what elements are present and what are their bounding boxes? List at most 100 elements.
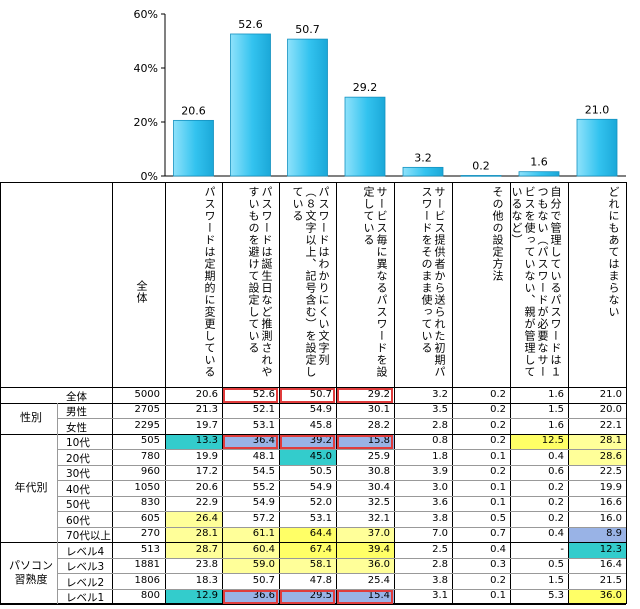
- y-tick-label: 40%: [134, 62, 158, 75]
- group-border: [57, 433, 58, 542]
- table-cell: 61.1: [252, 528, 275, 539]
- bar-value-label: 52.6: [238, 18, 263, 31]
- table-cell: 0.2: [490, 574, 506, 586]
- cell-highlight: [166, 527, 222, 542]
- table-cell: 20.6: [195, 481, 218, 493]
- column-border: [336, 182, 337, 604]
- table-cell: 50.5: [309, 466, 332, 477]
- cell-highlight: [223, 527, 279, 542]
- table-cell: 1.6: [548, 388, 564, 400]
- table-cell: 19.9: [195, 450, 218, 462]
- table-cell: 0.2: [490, 419, 506, 431]
- group-label: 年代別: [14, 480, 48, 494]
- row-label: 女性: [66, 421, 87, 434]
- cell-highlight: [223, 558, 279, 573]
- table-cell: 30.1: [367, 404, 390, 415]
- table-cell: 3.9: [432, 466, 448, 477]
- row-label: 70代以上: [66, 530, 111, 542]
- row-border: [0, 433, 626, 435]
- table-cell: 48.1: [252, 450, 275, 462]
- table-cell: 16.4: [599, 559, 622, 570]
- table-cell: 50.7: [309, 388, 332, 400]
- row-n: 960: [140, 466, 160, 477]
- row-border: [57, 464, 626, 466]
- cell-highlight: [511, 434, 568, 449]
- table-cell: 19.7: [195, 419, 218, 431]
- table-top-border: [0, 182, 626, 183]
- cell-highlight: [223, 434, 279, 449]
- table-cell: 2.8: [432, 559, 448, 570]
- table-cell: 12.3: [599, 543, 622, 555]
- red-highlight-box: [337, 388, 393, 403]
- row-n: 1806: [134, 574, 160, 586]
- row-border: [57, 557, 626, 559]
- table-cell: 28.7: [195, 543, 218, 555]
- cell-highlight: [166, 434, 222, 449]
- row-label: 10代: [66, 437, 90, 449]
- row-label: レベル2: [66, 576, 105, 589]
- table-cell: 0.2: [490, 435, 506, 446]
- row-border: [57, 480, 626, 481]
- table-cell: 21.0: [599, 388, 622, 400]
- row-border: [0, 402, 626, 404]
- table-cell: 25.9: [367, 450, 390, 462]
- bar-1: [173, 119, 214, 177]
- bar-7: [518, 171, 560, 177]
- cell-highlight: [569, 543, 626, 558]
- table-cell: 0.5: [548, 559, 564, 570]
- table-cell: 45.0: [309, 450, 332, 462]
- table-cell: 16.6: [599, 497, 622, 508]
- table-cell: 3.6: [432, 497, 448, 508]
- table-cell: 20.0: [599, 404, 622, 415]
- table-cell: 54.9: [309, 481, 332, 493]
- row-n: 1881: [134, 559, 160, 570]
- table-cell: -: [560, 543, 564, 555]
- table-cell: 54.9: [252, 497, 275, 508]
- cell-highlight: [280, 543, 336, 558]
- table-cell: 36.4: [252, 435, 275, 446]
- table-cell: 0.2: [490, 404, 506, 415]
- cell-highlight: [569, 527, 626, 542]
- bar-6: [460, 175, 502, 177]
- column-header: その他の設定方法: [491, 186, 504, 282]
- n-column-border: [112, 182, 113, 604]
- table-cell: 47.8: [309, 574, 332, 586]
- column-border: [568, 182, 569, 604]
- table-cell: 28.1: [195, 528, 218, 539]
- table-cell: 28.6: [599, 450, 622, 462]
- total-column-header: 全体: [135, 280, 148, 304]
- table-cell: 29.5: [309, 590, 332, 601]
- table-cell: 45.8: [309, 419, 332, 431]
- table-cell: 0.2: [548, 497, 564, 508]
- table-cell: 25.4: [367, 574, 390, 586]
- column-header: パスワードは誕生日など推測されやすいものを避けて設定している: [247, 186, 273, 378]
- row-n: 513: [140, 543, 160, 555]
- red-highlight-box: [280, 434, 335, 449]
- table-cell: 32.5: [367, 497, 390, 508]
- table-cell: 3.1: [432, 590, 448, 601]
- table-cell: 0.1: [490, 497, 506, 508]
- table-cell: 0.4: [490, 543, 506, 555]
- table-cell: 64.4: [309, 528, 332, 539]
- row-n: 1050: [134, 481, 160, 493]
- column-border: [452, 182, 453, 604]
- table-cell: 0.4: [548, 450, 564, 462]
- table-cell: 67.4: [309, 543, 332, 555]
- row-border: [57, 511, 626, 512]
- group-border: [57, 542, 58, 604]
- table-cell: 0.8: [432, 435, 448, 446]
- table-cell: 52.0: [309, 497, 332, 508]
- group-border: [57, 402, 58, 434]
- table-cell: 0.2: [490, 466, 506, 477]
- table-cell: 0.1: [490, 450, 506, 462]
- bar-value-label: 3.2: [414, 151, 432, 164]
- table-cell: 23.8: [195, 559, 218, 570]
- column-border: [279, 182, 280, 604]
- column-header: パスワードは定期的に変更している: [203, 186, 216, 378]
- row-border: [0, 542, 626, 543]
- cell-highlight: [337, 558, 394, 573]
- table-cell: 15.4: [367, 590, 390, 601]
- cell-highlight: [166, 589, 222, 604]
- table-cell: 12.5: [541, 435, 564, 446]
- cell-highlight: [166, 543, 222, 558]
